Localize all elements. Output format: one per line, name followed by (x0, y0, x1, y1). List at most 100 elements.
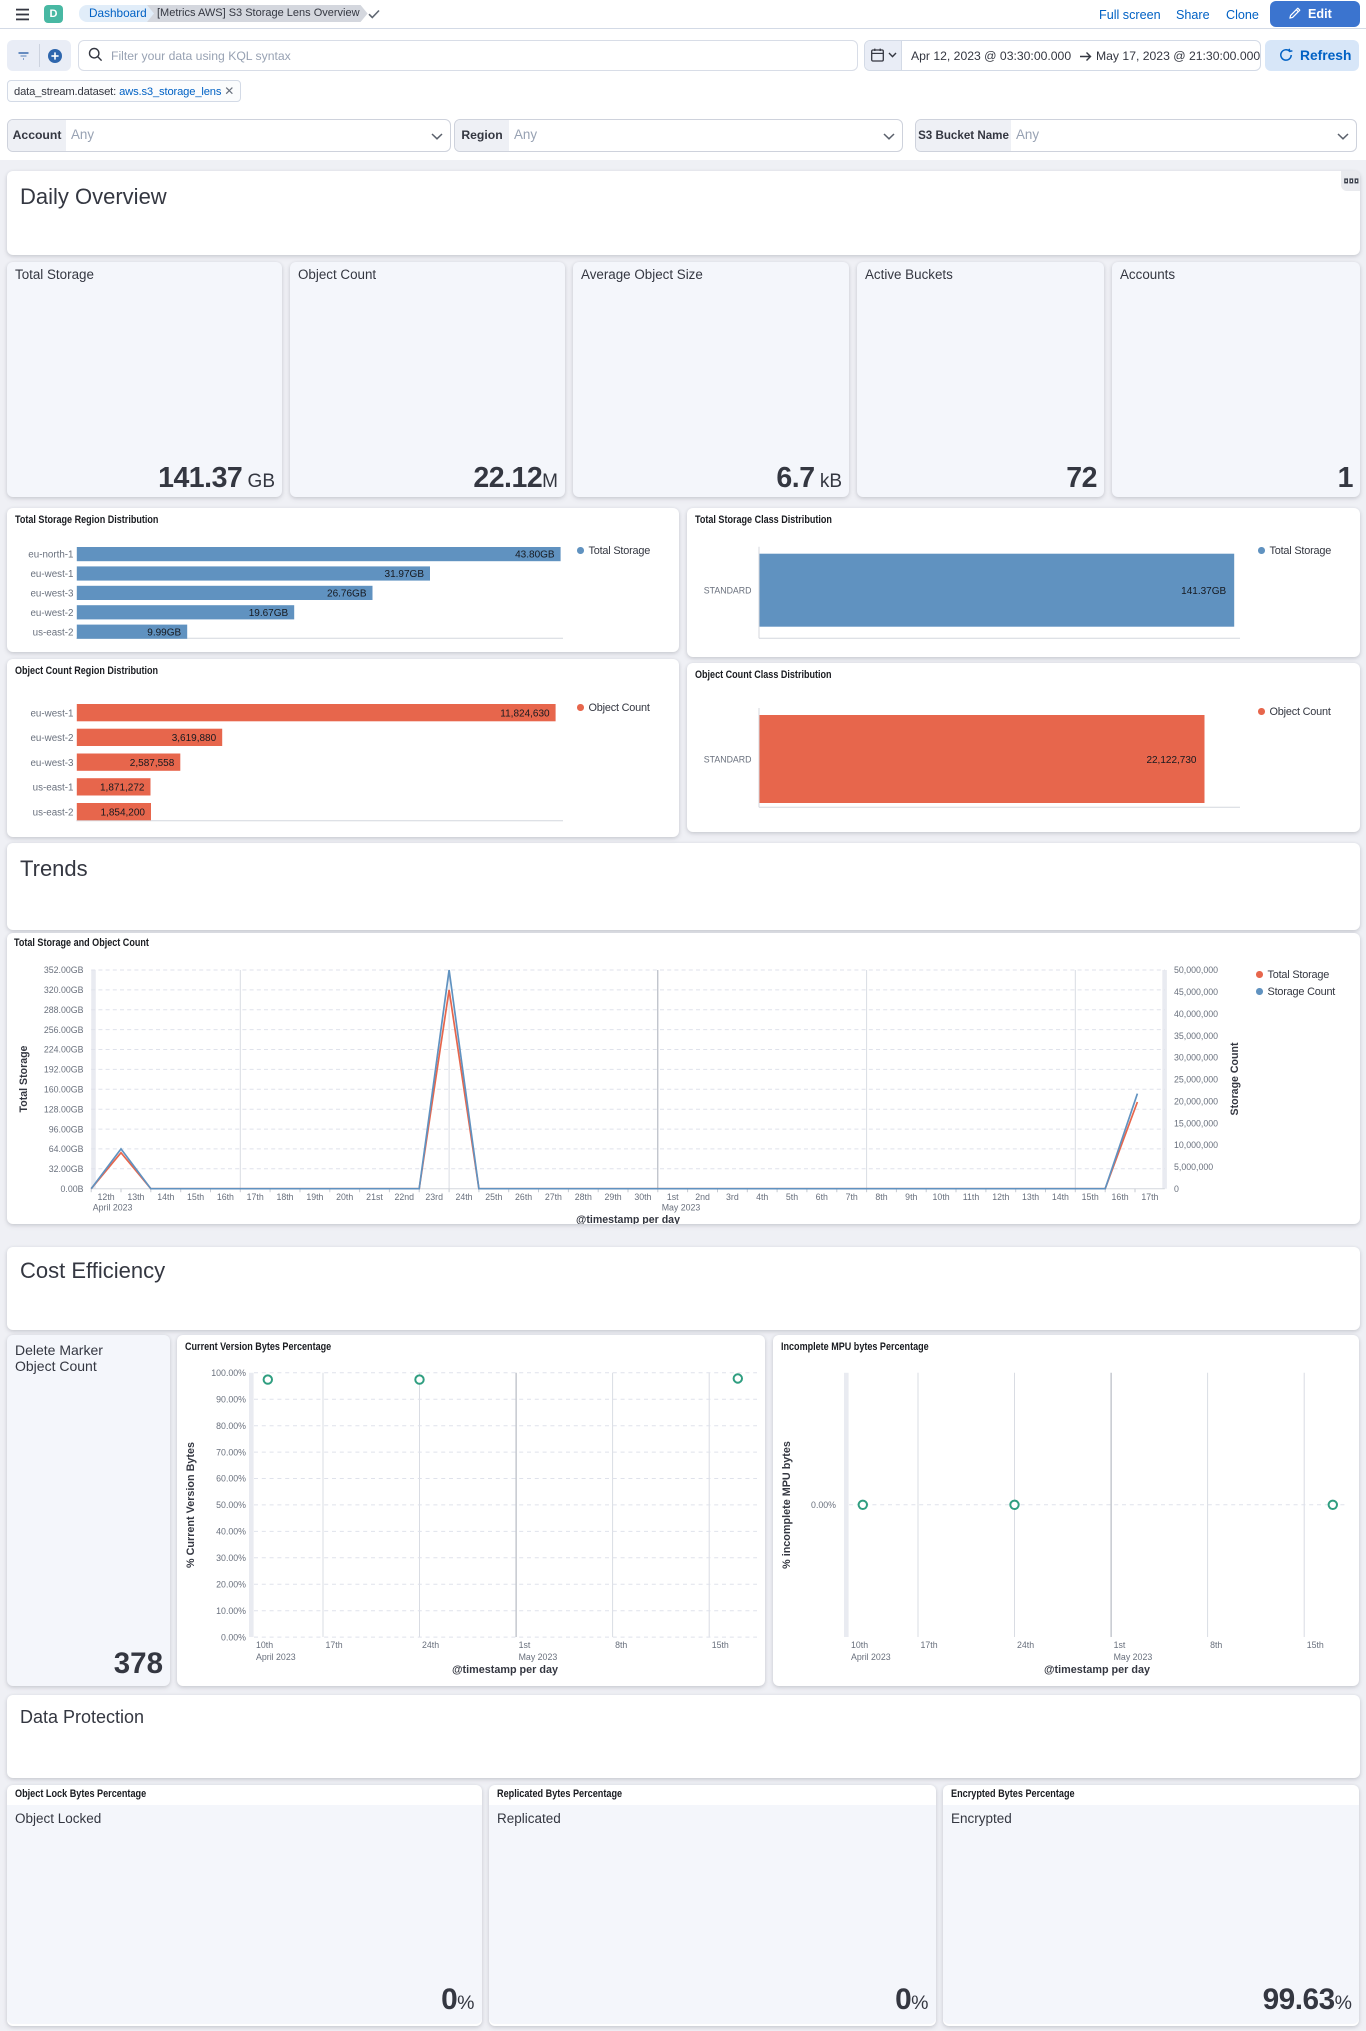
svg-text:24th: 24th (455, 1192, 472, 1202)
svg-text:9.99GB: 9.99GB (147, 627, 181, 638)
svg-text:@timestamp per day: @timestamp per day (1044, 1664, 1150, 1676)
svg-text:14th: 14th (1052, 1192, 1069, 1202)
svg-text:April 2023: April 2023 (851, 1652, 891, 1662)
svg-text:8th: 8th (875, 1192, 887, 1202)
svg-text:28th: 28th (575, 1192, 592, 1202)
svg-text:17th: 17th (326, 1640, 343, 1650)
svg-text:20,000,000: 20,000,000 (1174, 1096, 1218, 1106)
svg-text:20.00%: 20.00% (216, 1579, 246, 1589)
svg-text:5th: 5th (786, 1192, 798, 1202)
svg-text:Total Storage: Total Storage (18, 1045, 30, 1112)
svg-text:1st: 1st (667, 1192, 679, 1202)
svg-text:18th: 18th (276, 1192, 293, 1202)
svg-text:12th: 12th (98, 1192, 115, 1202)
svg-text:26th: 26th (515, 1192, 532, 1202)
svg-text:3,619,880: 3,619,880 (172, 733, 217, 744)
svg-text:5,000,000: 5,000,000 (1174, 1162, 1213, 1172)
svg-text:128.00GB: 128.00GB (44, 1104, 84, 1114)
svg-text:eu-west-2: eu-west-2 (30, 608, 73, 619)
svg-text:12th: 12th (992, 1192, 1009, 1202)
svg-text:25th: 25th (485, 1192, 502, 1202)
svg-text:0.00%: 0.00% (221, 1632, 246, 1642)
svg-text:15,000,000: 15,000,000 (1174, 1118, 1218, 1128)
svg-text:8th: 8th (1210, 1640, 1222, 1650)
svg-text:10,000,000: 10,000,000 (1174, 1140, 1218, 1150)
svg-text:eu-west-1: eu-west-1 (30, 708, 73, 719)
svg-text:11th: 11th (963, 1192, 980, 1202)
svg-text:50.00%: 50.00% (216, 1500, 246, 1510)
svg-text:6th: 6th (816, 1192, 828, 1202)
svg-text:13th: 13th (127, 1192, 144, 1202)
svg-text:32.00GB: 32.00GB (49, 1164, 84, 1174)
svg-text:2nd: 2nd (695, 1192, 710, 1202)
svg-text:60.00%: 60.00% (216, 1474, 246, 1484)
svg-text:3rd: 3rd (726, 1192, 739, 1202)
svg-text:40,000,000: 40,000,000 (1174, 1009, 1218, 1019)
svg-text:100.00%: 100.00% (211, 1368, 246, 1378)
svg-text:11,824,630: 11,824,630 (500, 708, 550, 719)
svg-text:16th: 16th (217, 1192, 234, 1202)
svg-text:1st: 1st (519, 1640, 531, 1650)
svg-text:64.00GB: 64.00GB (49, 1144, 84, 1154)
svg-text:141.37GB: 141.37GB (1181, 586, 1226, 597)
svg-text:14th: 14th (157, 1192, 174, 1202)
svg-text:7th: 7th (846, 1192, 858, 1202)
svg-text:30,000,000: 30,000,000 (1174, 1053, 1218, 1063)
svg-text:23rd: 23rd (425, 1192, 443, 1202)
svg-text:us-east-1: us-east-1 (33, 782, 74, 793)
svg-text:us-east-2: us-east-2 (33, 627, 74, 638)
svg-text:eu-west-3: eu-west-3 (30, 758, 74, 769)
svg-text:96.00GB: 96.00GB (49, 1124, 84, 1134)
svg-text:eu-west-2: eu-west-2 (30, 733, 73, 744)
svg-text:eu-west-3: eu-west-3 (30, 589, 74, 600)
svg-text:43.80GB: 43.80GB (515, 550, 555, 561)
svg-text:15th: 15th (187, 1192, 204, 1202)
svg-text:27th: 27th (545, 1192, 562, 1202)
svg-text:May 2023: May 2023 (1114, 1652, 1153, 1662)
svg-text:April 2023: April 2023 (256, 1652, 296, 1662)
svg-text:10th: 10th (256, 1640, 273, 1650)
svg-text:35,000,000: 35,000,000 (1174, 1031, 1218, 1041)
svg-text:Storage Count: Storage Count (1229, 1042, 1241, 1115)
svg-text:17th: 17th (247, 1192, 264, 1202)
svg-text:20th: 20th (336, 1192, 353, 1202)
svg-text:17th: 17th (921, 1640, 938, 1650)
svg-text:25,000,000: 25,000,000 (1174, 1075, 1218, 1085)
svg-text:21st: 21st (366, 1192, 383, 1202)
svg-text:26.76GB: 26.76GB (327, 589, 367, 600)
svg-text:0: 0 (1174, 1184, 1179, 1194)
svg-text:15th: 15th (1082, 1192, 1099, 1202)
svg-text:15th: 15th (1307, 1640, 1324, 1650)
svg-text:9th: 9th (905, 1192, 917, 1202)
svg-text:April 2023: April 2023 (93, 1203, 133, 1213)
svg-text:10th: 10th (933, 1192, 950, 1202)
svg-text:@timestamp per day: @timestamp per day (452, 1664, 558, 1676)
svg-text:50,000,000: 50,000,000 (1174, 965, 1218, 975)
svg-text:8th: 8th (615, 1640, 627, 1650)
svg-text:10th: 10th (851, 1640, 868, 1650)
svg-text:STANDARD: STANDARD (704, 755, 752, 765)
svg-text:29th: 29th (605, 1192, 622, 1202)
svg-text:4th: 4th (756, 1192, 768, 1202)
svg-text:24th: 24th (1017, 1640, 1034, 1650)
svg-text:10.00%: 10.00% (216, 1606, 246, 1616)
svg-text:224.00GB: 224.00GB (44, 1045, 84, 1055)
svg-text:May 2023: May 2023 (662, 1203, 701, 1213)
svg-text:19th: 19th (306, 1192, 323, 1202)
svg-text:160.00GB: 160.00GB (44, 1085, 84, 1095)
svg-text:1,871,272: 1,871,272 (100, 782, 145, 793)
svg-text:80.00%: 80.00% (216, 1421, 246, 1431)
svg-text:19.67GB: 19.67GB (249, 608, 289, 619)
svg-text:2,587,558: 2,587,558 (130, 758, 175, 769)
svg-text:15th: 15th (712, 1640, 729, 1650)
svg-text:45,000,000: 45,000,000 (1174, 987, 1218, 997)
svg-text:13th: 13th (1022, 1192, 1039, 1202)
svg-text:STANDARD: STANDARD (704, 586, 752, 596)
svg-text:eu-west-1: eu-west-1 (30, 569, 73, 580)
svg-text:192.00GB: 192.00GB (44, 1065, 84, 1075)
svg-text:% incomplete MPU bytes: % incomplete MPU bytes (781, 1441, 793, 1569)
svg-text:30.00%: 30.00% (216, 1553, 246, 1563)
svg-text:us-east-2: us-east-2 (33, 807, 74, 818)
svg-text:eu-north-1: eu-north-1 (28, 550, 73, 561)
svg-text:0.00%: 0.00% (811, 1500, 836, 1510)
